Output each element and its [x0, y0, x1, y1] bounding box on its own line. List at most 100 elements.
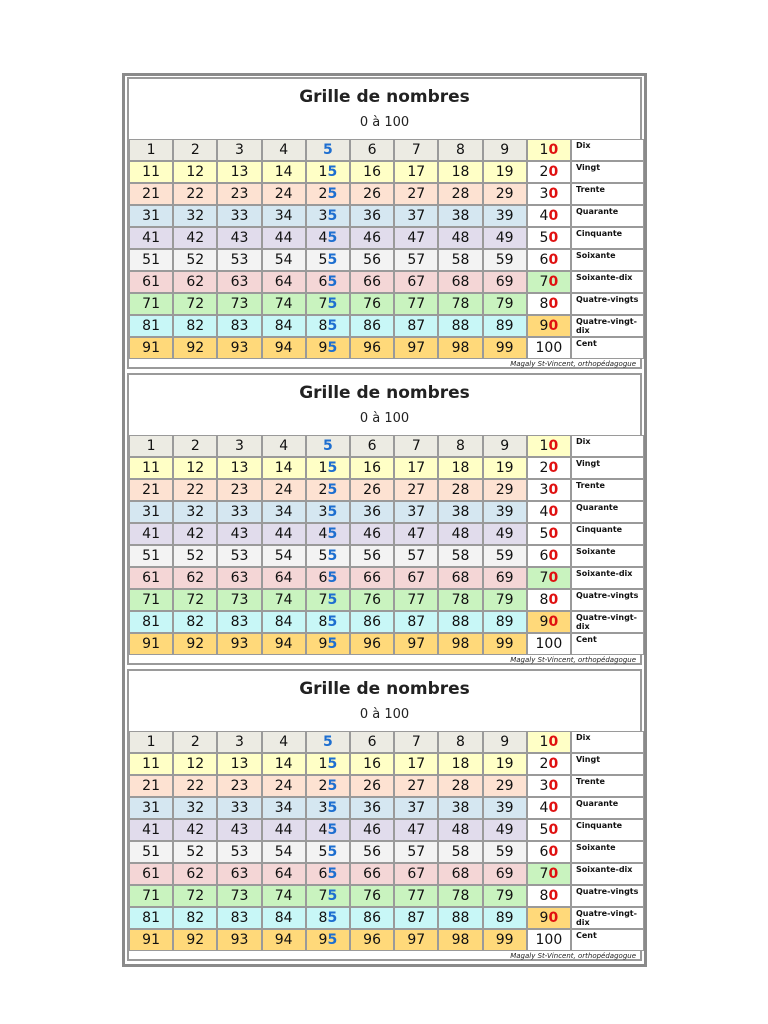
number-cell: 41 — [129, 523, 174, 545]
number-cell: 38 — [438, 205, 483, 227]
number-cell: 38 — [438, 501, 483, 523]
number-cell: 17 — [394, 457, 439, 479]
number-cell: 13 — [217, 161, 262, 183]
number-cell: 43 — [217, 227, 262, 249]
number-word: Trente — [571, 479, 644, 501]
number-cell: 49 — [482, 227, 527, 249]
number-cell: 24 — [261, 775, 306, 797]
number-cell: 54 — [261, 545, 306, 567]
card-title: Grille de nombres — [299, 383, 470, 403]
number-cell: 100 — [526, 337, 571, 359]
number-cell: 17 — [394, 161, 439, 183]
number-cell: 100 — [526, 929, 571, 951]
number-cell: 99 — [482, 633, 527, 655]
number-cell: 58 — [438, 249, 483, 271]
number-cell: 85 — [305, 315, 350, 337]
number-cell: 42 — [173, 227, 218, 249]
number-cell: 26 — [350, 183, 395, 205]
number-cell: 80 — [526, 293, 571, 315]
number-cell: 65 — [305, 567, 350, 589]
number-cell: 19 — [482, 753, 527, 775]
number-cell: 46 — [350, 523, 395, 545]
number-cell: 82 — [173, 315, 218, 337]
number-cell: 15 — [305, 753, 350, 775]
number-word: Vingt — [571, 753, 644, 775]
number-cell: 39 — [482, 501, 527, 523]
number-cell: 40 — [526, 501, 571, 523]
number-cell: 8 — [438, 139, 483, 161]
number-cell: 96 — [350, 633, 395, 655]
number-cell: 2 — [173, 435, 218, 457]
number-cell: 66 — [350, 271, 395, 293]
number-cell: 92 — [173, 633, 218, 655]
number-cell: 74 — [261, 885, 306, 907]
number-cell: 48 — [438, 523, 483, 545]
number-cell: 20 — [526, 161, 571, 183]
number-cell: 28 — [438, 775, 483, 797]
number-cell: 9 — [482, 731, 527, 753]
number-cell: 46 — [350, 819, 395, 841]
number-word: Soixante-dix — [571, 567, 644, 589]
number-cell: 71 — [129, 885, 174, 907]
number-cell: 46 — [350, 227, 395, 249]
number-cell: 31 — [129, 797, 174, 819]
number-cell: 73 — [217, 885, 262, 907]
number-cell: 90 — [526, 315, 571, 337]
number-cell: 71 — [129, 589, 174, 611]
number-cell: 32 — [173, 501, 218, 523]
number-cell: 18 — [438, 457, 483, 479]
number-cell: 32 — [173, 797, 218, 819]
number-cell: 92 — [173, 929, 218, 951]
number-cell: 27 — [394, 183, 439, 205]
number-cell: 89 — [482, 315, 527, 337]
number-grid-card: Grille de nombres 0 à 100 1 2 3 4 5 6 7 8 9 10 Dix 11… — [127, 669, 644, 961]
number-cell: 82 — [173, 611, 218, 633]
number-cell: 78 — [438, 885, 483, 907]
number-cell: 60 — [526, 545, 571, 567]
number-cell: 75 — [305, 885, 350, 907]
number-word: Cent — [571, 337, 644, 359]
number-cell: 52 — [173, 545, 218, 567]
number-word: Dix — [571, 435, 644, 457]
number-cell: 57 — [394, 545, 439, 567]
number-cell: 57 — [394, 249, 439, 271]
number-word: Quatre-vingt-dix — [571, 611, 644, 633]
number-cell: 24 — [261, 183, 306, 205]
number-cell: 27 — [394, 479, 439, 501]
card-subtitle: 0 à 100 — [359, 115, 410, 130]
number-cell: 27 — [394, 775, 439, 797]
number-cell: 72 — [173, 589, 218, 611]
number-cell: 21 — [129, 775, 174, 797]
number-cell: 23 — [217, 775, 262, 797]
number-cell: 49 — [482, 523, 527, 545]
number-cell: 94 — [261, 929, 306, 951]
number-cell: 90 — [526, 907, 571, 929]
number-cell: 40 — [526, 797, 571, 819]
card-title: Grille de nombres — [299, 87, 470, 107]
number-cell: 68 — [438, 271, 483, 293]
number-cell: 55 — [305, 841, 350, 863]
number-cell: 58 — [438, 545, 483, 567]
number-word: Soixante — [571, 841, 644, 863]
sheet: Grille de nombres 0 à 100 1 2 3 4 5 6 7 8 9 10 Dix 11… — [122, 73, 647, 967]
number-cell: 72 — [173, 293, 218, 315]
number-cell: 96 — [350, 929, 395, 951]
number-cell: 78 — [438, 293, 483, 315]
number-cell: 36 — [350, 797, 395, 819]
number-cell: 16 — [350, 753, 395, 775]
number-cell: 4 — [261, 731, 306, 753]
number-cell: 73 — [217, 293, 262, 315]
number-cell: 67 — [394, 271, 439, 293]
number-cell: 37 — [394, 205, 439, 227]
number-cell: 64 — [261, 271, 306, 293]
number-grid-card: Grille de nombres 0 à 100 1 2 3 4 5 6 7 8 9 10 Dix 11… — [127, 373, 644, 665]
number-cell: 88 — [438, 611, 483, 633]
number-cell: 77 — [394, 589, 439, 611]
number-cell: 47 — [394, 227, 439, 249]
number-cell: 62 — [173, 567, 218, 589]
number-cell: 19 — [482, 161, 527, 183]
number-cell: 63 — [217, 863, 262, 885]
number-cell: 3 — [217, 731, 262, 753]
number-cell: 34 — [261, 501, 306, 523]
number-cell: 64 — [261, 567, 306, 589]
